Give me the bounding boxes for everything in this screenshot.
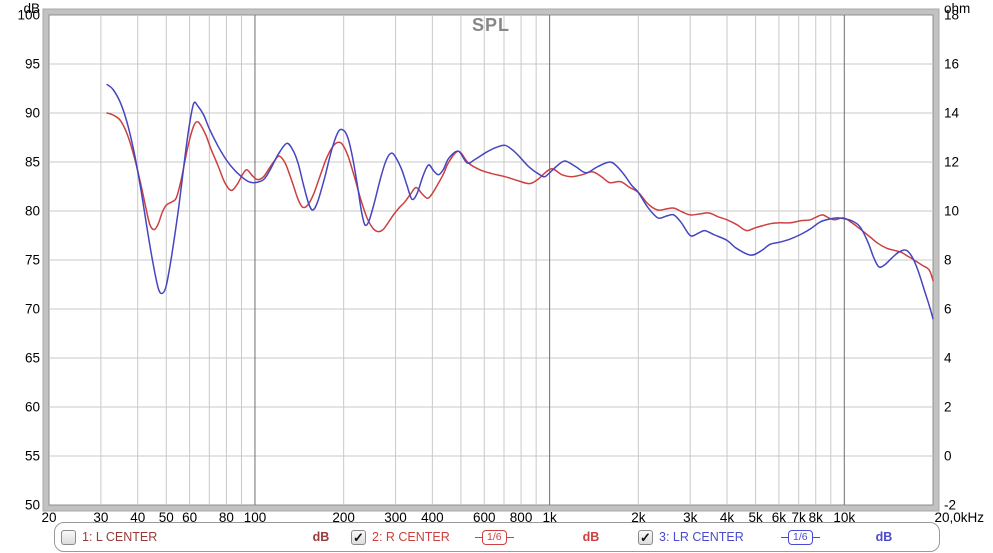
y-right-tick-label: 16 [944,57,959,72]
x-tick-label: 20 [41,510,56,525]
check-icon: ✓ [640,530,651,545]
x-tick-label: 10k [833,510,855,525]
x-tick-label: 800 [510,510,533,525]
x-tick-label: 30 [93,510,108,525]
smoothing-badge-r-center[interactable]: 1/6 [475,530,514,545]
chart-title: SPL [471,15,510,35]
y-right-tick-label: -2 [944,498,956,513]
smoothing-badge-lr-center[interactable]: 1/6 [781,530,820,545]
y-left-tick-label: 65 [25,351,40,366]
legend-bar: 1: L CENTER dB ✓ 2: R CENTER 1/6 dB ✓ 3:… [54,522,940,552]
y-right-tick-label: 18 [944,8,959,23]
x-tick-label: 80 [219,510,234,525]
x-tick-label: 50 [159,510,174,525]
y-right-tick-label: 2 [944,400,952,415]
y-right-tick-label: 6 [944,302,952,317]
checkbox-l-center[interactable] [61,530,76,545]
y-left-tick-label: 90 [25,106,40,121]
smoothing-value: 1/6 [788,530,813,545]
curve-lr-center [106,83,934,320]
x-tick-label: 300 [384,510,407,525]
x-tick-label: 5k [748,510,763,525]
y-right-tick-label: 10 [944,204,959,219]
x-tick-label: 600 [473,510,496,525]
dash-line [506,537,514,538]
left-axis-unit-label: dB [23,1,40,16]
y-left-tick-label: 75 [25,253,40,268]
legend-unit-r-center: dB [582,530,600,544]
x-tick-label: 2k [631,510,646,525]
y-left-tick-label: 55 [25,449,40,464]
dash-line [781,537,788,538]
x-tick-label: 3k [683,510,698,525]
right-axis-unit-label: ohm [944,1,971,16]
x-tick-label: 20,0kHz [934,510,984,525]
legend-label-lr-center: 3: LR CENTER [659,530,744,544]
checkbox-r-center[interactable]: ✓ [351,530,366,545]
x-tick-label: 1k [542,510,557,525]
x-tick-label: 8k [809,510,824,525]
legend-unit-lr-center: dB [875,530,893,544]
x-tick-label: 4k [720,510,735,525]
y-left-tick-label: 100 [17,8,40,23]
curve-r-center [106,112,934,282]
x-tick-label: 200 [332,510,355,525]
y-right-tick-label: 14 [944,106,960,121]
y-right-tick-label: 8 [944,253,952,268]
dash-line [475,537,482,538]
x-tick-label: 60 [182,510,197,525]
x-tick-label: 100 [244,510,267,525]
y-left-tick-label: 80 [25,204,40,219]
smoothing-value: 1/6 [482,530,507,545]
dash-line [812,537,820,538]
y-right-tick-label: 0 [944,449,952,464]
legend-label-l-center: 1: L CENTER [82,530,158,544]
x-tick-label: 6k [772,510,787,525]
x-tick-label: 40 [130,510,145,525]
y-right-tick-label: 12 [944,155,959,170]
legend-label-r-center: 2: R CENTER [372,530,450,544]
x-tick-label: 400 [421,510,444,525]
check-icon: ✓ [353,530,364,545]
y-left-tick-label: 70 [25,302,40,317]
y-left-tick-label: 60 [25,400,40,415]
legend-unit-l-center: dB [312,530,330,544]
y-right-tick-label: 4 [944,351,952,366]
y-left-tick-label: 85 [25,155,40,170]
x-tick-label: 7k [792,510,807,525]
y-left-tick-label: 95 [25,57,40,72]
checkbox-lr-center[interactable]: ✓ [638,530,653,545]
y-left-tick-label: 50 [25,498,40,513]
